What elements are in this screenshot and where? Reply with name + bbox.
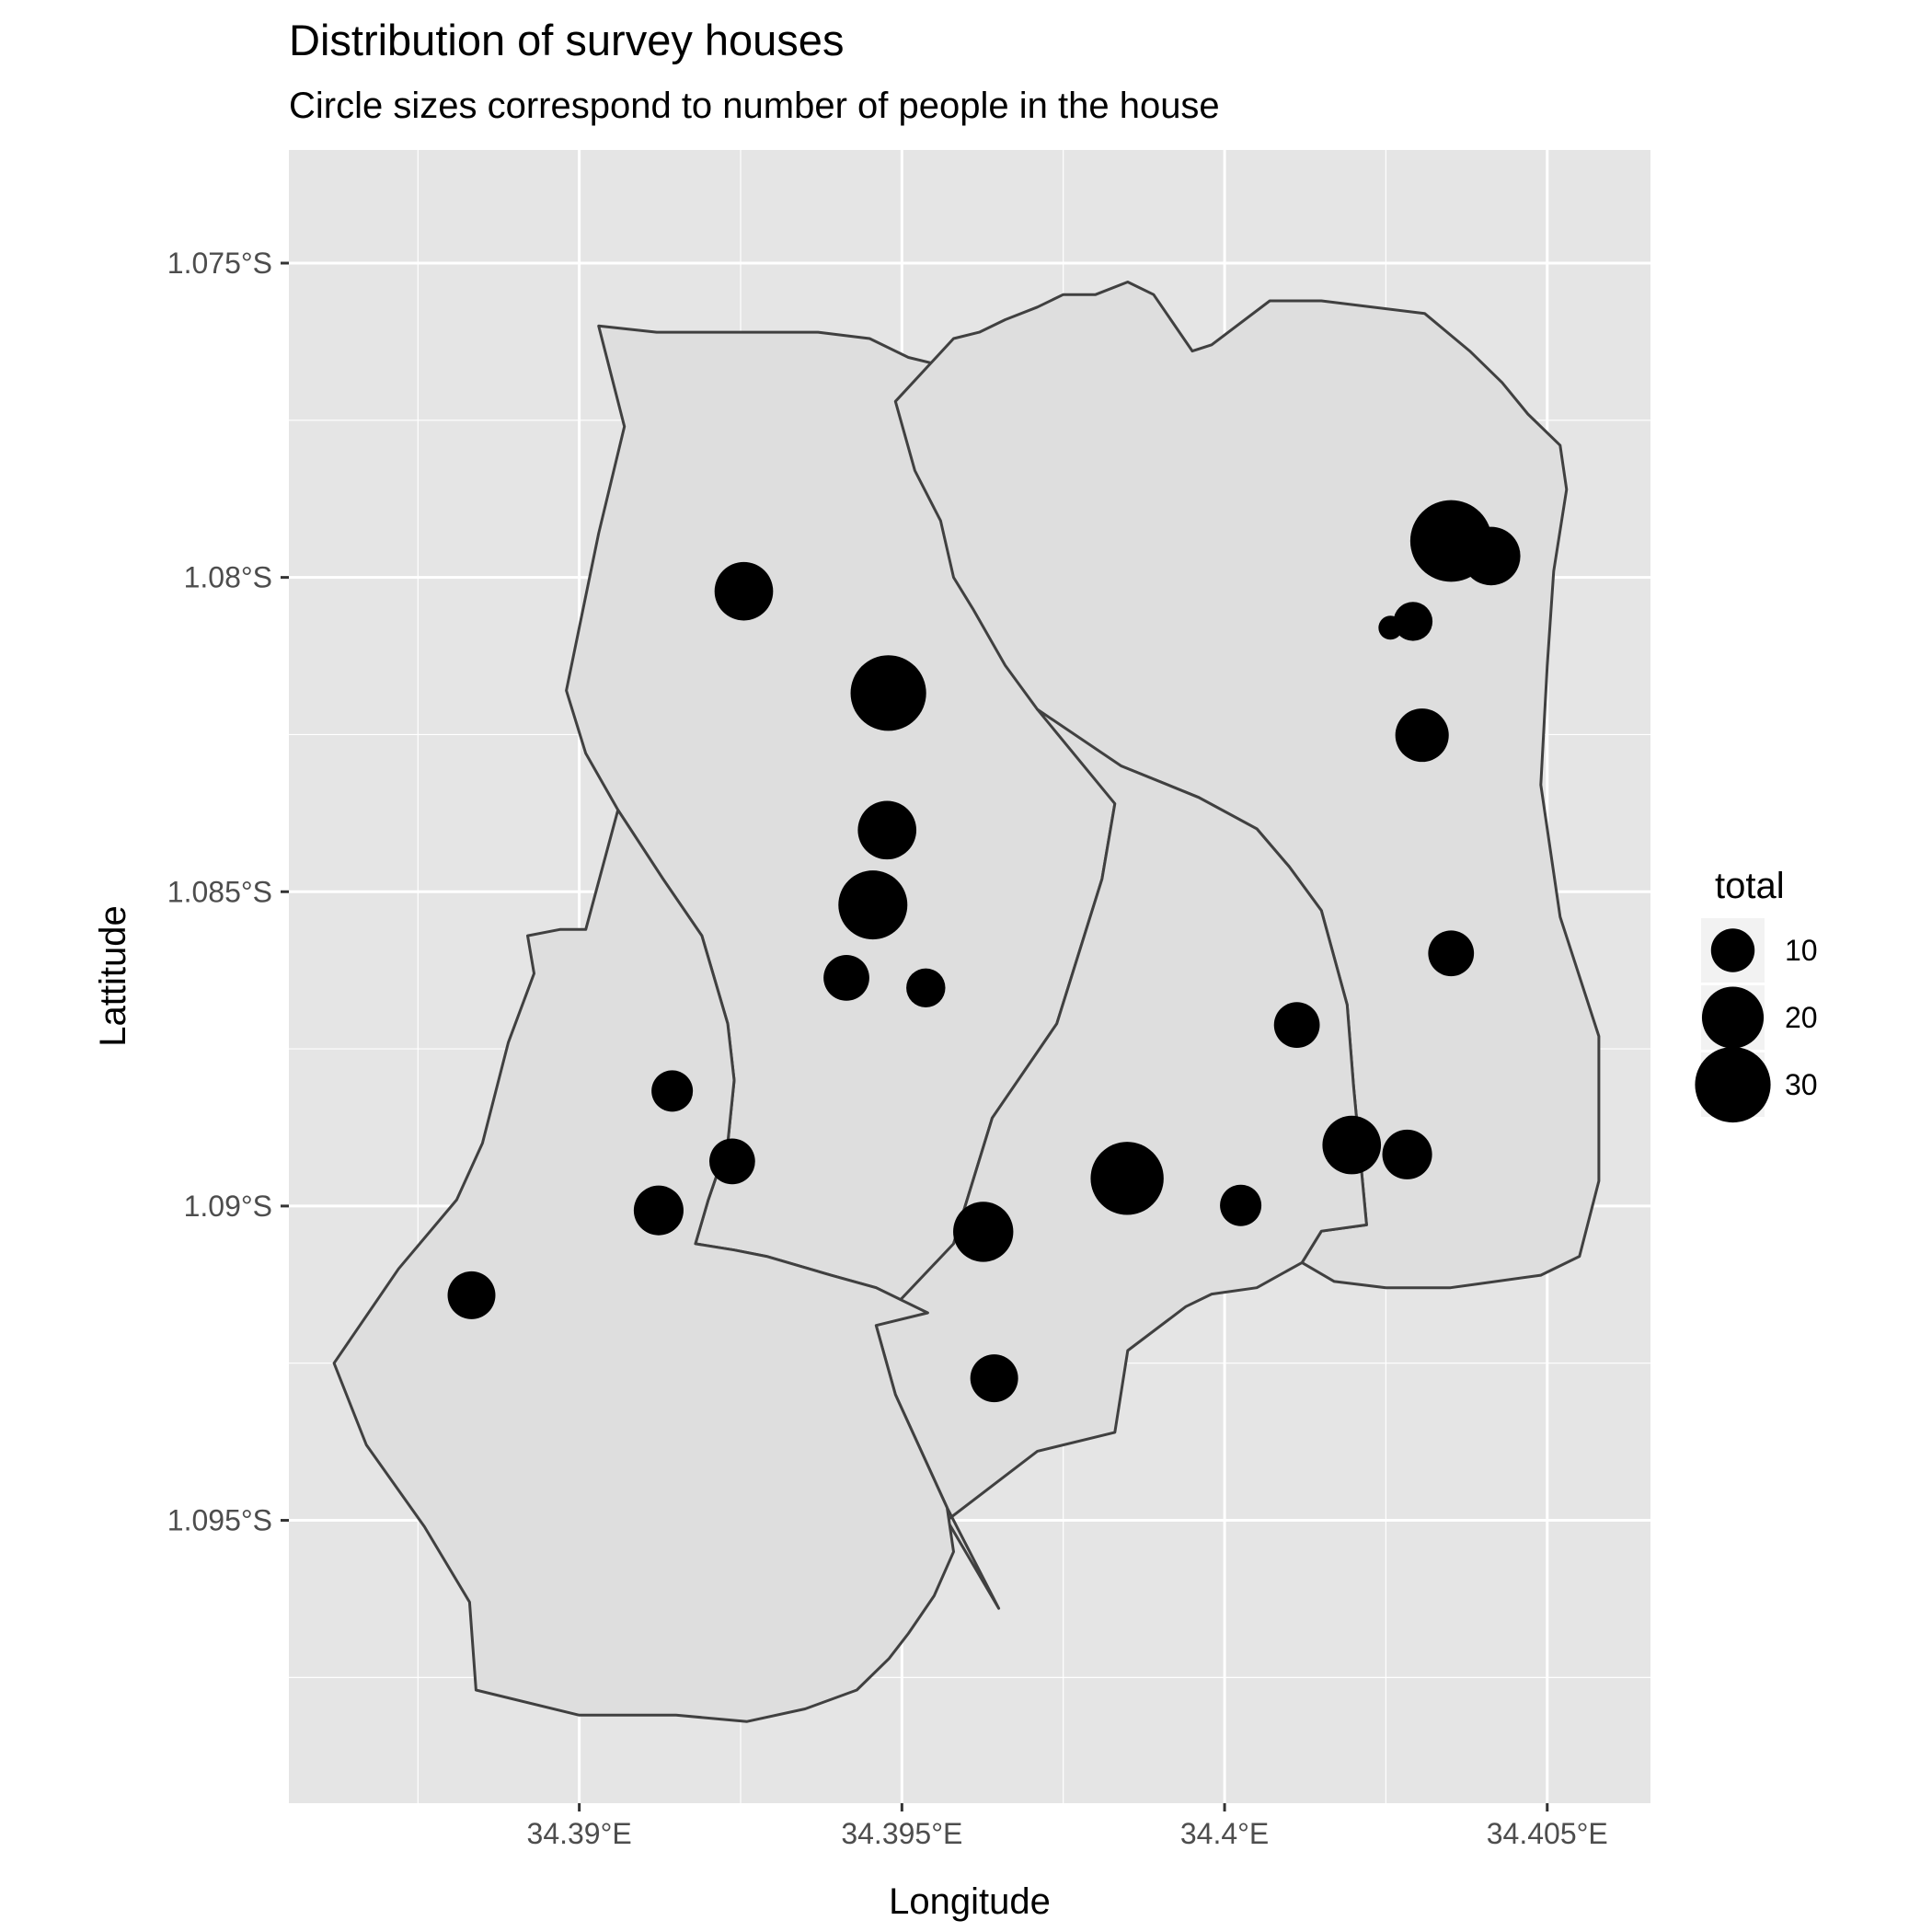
house-point-22 <box>1461 526 1521 586</box>
house-point-9 <box>633 1185 684 1236</box>
legend-label: 10 <box>1785 934 1818 967</box>
house-point-11 <box>953 1202 1014 1262</box>
house-point-13 <box>1090 1142 1164 1215</box>
y-tick-label: 1.095°S <box>167 1504 272 1537</box>
x-tick-label: 34.405°E <box>1487 1817 1608 1850</box>
house-point-6 <box>906 968 946 1008</box>
y-tick-label: 1.085°S <box>167 875 272 908</box>
house-point-8 <box>709 1138 755 1185</box>
house-points <box>447 500 1521 1403</box>
house-point-4 <box>838 870 908 940</box>
house-point-18 <box>1428 930 1475 977</box>
house-point-20 <box>1393 602 1433 641</box>
x-axis-title: Longitude <box>889 1881 1051 1922</box>
size-legend: total 10 20 30 <box>1695 866 1818 1123</box>
house-point-16 <box>1322 1115 1382 1175</box>
x-axis-ticks: 34.39°E 34.395°E 34.4°E 34.405°E <box>527 1803 1608 1850</box>
house-point-2 <box>850 655 926 731</box>
legend-key-circle <box>1701 986 1765 1049</box>
house-point-3 <box>857 800 917 860</box>
legend-title: total <box>1715 866 1785 906</box>
house-point-12 <box>970 1354 1018 1403</box>
y-tick-label: 1.08°S <box>184 561 272 594</box>
region-4 <box>332 808 955 1723</box>
y-tick-label: 1.09°S <box>184 1190 272 1223</box>
house-point-14 <box>1220 1184 1262 1226</box>
house-point-17 <box>1382 1129 1432 1179</box>
y-axis-ticks: 1.075°S 1.08°S 1.085°S 1.09°S 1.095°S <box>167 247 289 1537</box>
legend-label: 30 <box>1785 1068 1818 1101</box>
legend-label: 20 <box>1785 1001 1818 1034</box>
house-point-1 <box>714 561 774 621</box>
legend-key-circle <box>1710 928 1755 972</box>
house-point-23 <box>1395 708 1449 763</box>
x-tick-label: 34.4°E <box>1180 1817 1269 1850</box>
house-point-7 <box>651 1070 694 1112</box>
house-point-15 <box>1273 1002 1320 1048</box>
chart-title: Distribution of survey houses <box>289 16 844 64</box>
y-axis-title: Lattitude <box>93 905 133 1046</box>
chart-subtitle: Circle sizes correspond to number of peo… <box>289 86 1220 126</box>
house-point-5 <box>823 954 869 1001</box>
x-tick-label: 34.395°E <box>841 1817 962 1850</box>
y-tick-label: 1.075°S <box>167 247 272 280</box>
house-point-10 <box>447 1271 496 1319</box>
x-tick-label: 34.39°E <box>527 1817 632 1850</box>
legend-key-circle <box>1695 1046 1771 1123</box>
